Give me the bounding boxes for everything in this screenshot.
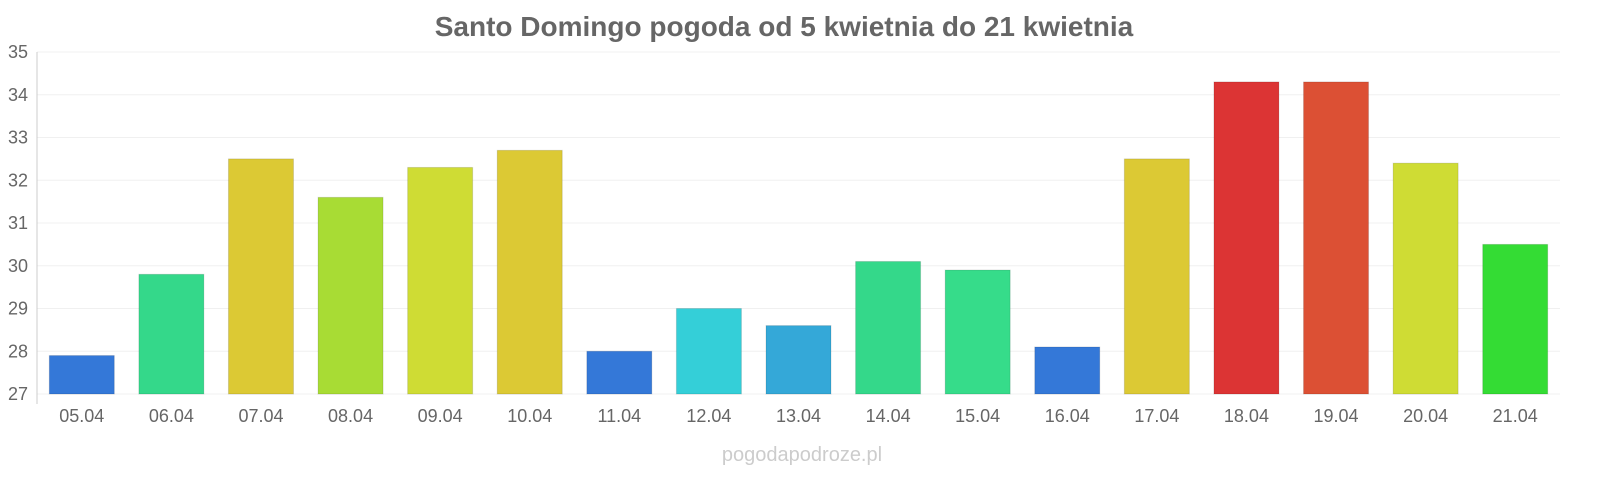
x-tick-label: 09.04: [418, 406, 463, 426]
x-tick-label: 21.04: [1493, 406, 1538, 426]
x-tick-label: 13.04: [776, 406, 821, 426]
x-tick-label: 17.04: [1134, 406, 1179, 426]
x-tick-label: 12.04: [686, 406, 731, 426]
bar-19.04: [1303, 81, 1370, 395]
x-tick-label: 14.04: [866, 406, 911, 426]
y-axis: 27 28 29 30 31 32 33 34 35: [8, 42, 28, 404]
bar-21.04: [1482, 243, 1549, 395]
y-tick-label: 34: [8, 85, 28, 105]
bar-13.04: [765, 325, 832, 395]
y-tick-label: 32: [8, 170, 28, 190]
y-tick-label: 27: [8, 384, 28, 404]
y-tick-label: 35: [8, 42, 28, 62]
bar-17.04: [1123, 158, 1190, 395]
bar-06.04: [138, 273, 205, 395]
y-tick-label: 29: [8, 299, 28, 319]
x-tick-label: 19.04: [1314, 406, 1359, 426]
bar-08.04: [317, 196, 384, 395]
bars: [48, 81, 1549, 395]
bar-05.04: [48, 355, 115, 395]
x-tick-label: 07.04: [238, 406, 283, 426]
bar-11.04: [586, 350, 653, 395]
x-tick-label: 18.04: [1224, 406, 1269, 426]
x-tick-label: 11.04: [597, 406, 641, 426]
x-tick-label: 06.04: [149, 406, 194, 426]
bar-18.04: [1213, 81, 1280, 395]
x-tick-label: 10.04: [507, 406, 552, 426]
y-tick-label: 28: [8, 341, 28, 361]
bar-10.04: [496, 149, 563, 395]
x-tick-label: 08.04: [328, 406, 373, 426]
y-tick-label: 33: [8, 128, 28, 148]
credit-text: pogodapodroze.pl: [722, 444, 882, 466]
bar-14.04: [855, 260, 922, 395]
x-tick-label: 15.04: [955, 406, 1000, 426]
bar-07.04: [227, 158, 294, 395]
y-tick-label: 31: [8, 213, 28, 233]
x-tick-label: 05.04: [59, 406, 104, 426]
y-tick-label: 30: [8, 256, 28, 276]
x-tick-label: 16.04: [1045, 406, 1090, 426]
bar-20.04: [1392, 162, 1459, 395]
bar-15.04: [944, 269, 1011, 395]
chart-title: Santo Domingo pogoda od 5 kwietnia do 21…: [435, 11, 1134, 42]
x-tick-label: 20.04: [1403, 406, 1448, 426]
x-axis: 05.04 06.04 07.04 08.04 09.04 10.04 11.04 12.04…: [59, 406, 1537, 426]
bar-16.04: [1034, 346, 1101, 395]
bar-12.04: [675, 308, 742, 395]
bar-09.04: [407, 166, 474, 395]
